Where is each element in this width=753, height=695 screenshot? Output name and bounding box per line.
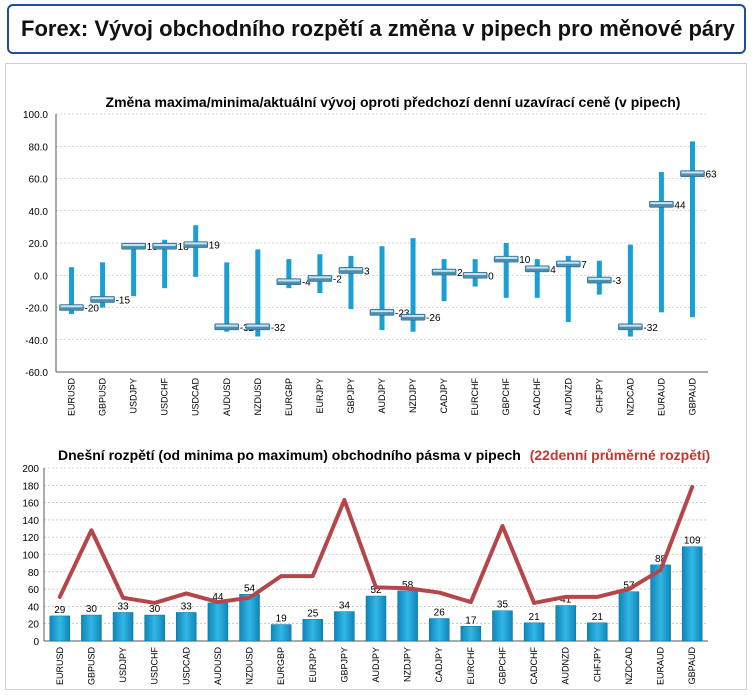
chart1-value-label: -4 bbox=[302, 278, 311, 289]
chart1-current-marker-highlight bbox=[402, 314, 425, 317]
chart1-category-label: EURUSD bbox=[67, 378, 77, 417]
chart1-range-bar bbox=[317, 254, 323, 293]
chart1-title: Změna maxima/minima/aktuální vývoj oprot… bbox=[106, 94, 681, 110]
chart1-current-marker-highlight bbox=[277, 279, 300, 282]
chart1-range-bar bbox=[689, 141, 695, 318]
chart1-category-label: NZDUSD bbox=[253, 378, 263, 416]
chart1-range-bar bbox=[224, 262, 230, 332]
chart1-category-label: USDJPY bbox=[129, 378, 139, 414]
chart1-y-tick: 80.0 bbox=[29, 142, 49, 153]
chart1-category-label: USDCHF bbox=[160, 377, 170, 415]
chart1-range-bar bbox=[286, 259, 292, 289]
chart1-value-label: 4 bbox=[550, 265, 556, 276]
chart1-current-marker-highlight bbox=[60, 305, 83, 308]
chart1-category-label: GBPUSD bbox=[98, 378, 108, 417]
chart1-range-bar bbox=[255, 249, 261, 337]
chart1-category-label: AUDNZD bbox=[563, 378, 573, 416]
chart1-range-bar bbox=[131, 246, 137, 297]
chart1-y-tick: 20.0 bbox=[29, 239, 49, 250]
chart1-current-marker-highlight bbox=[153, 244, 176, 247]
chart1-y-tick: 60.0 bbox=[29, 175, 49, 186]
chart1-current-marker-highlight bbox=[681, 171, 704, 174]
chart1-category-label: USDCAD bbox=[191, 378, 201, 417]
chart1-value-label: 44 bbox=[674, 200, 686, 211]
chart1-current-marker-highlight bbox=[619, 324, 642, 327]
chart1-value-label: 18 bbox=[178, 242, 190, 253]
chart1-range-bar bbox=[503, 243, 509, 298]
chart1-value-label: -32 bbox=[271, 323, 286, 334]
chart1-category-label: CHFJPY bbox=[594, 378, 604, 413]
chart1-value-label: 63 bbox=[705, 170, 717, 181]
chart1-current-marker-highlight bbox=[464, 273, 487, 276]
chart1-category-label: GBPCHF bbox=[501, 378, 511, 416]
chart1-value-label: -2 bbox=[333, 274, 342, 285]
chart1-range-bar bbox=[441, 259, 447, 302]
chart1-category-label: GBPJPY bbox=[346, 378, 356, 414]
page-title: Forex: Vývoj obchodního rozpětí a změna … bbox=[21, 16, 735, 41]
chart1-value-label: 0 bbox=[488, 271, 494, 282]
chart1-y-tick: 100.0 bbox=[23, 110, 48, 121]
chart1-category-label: EURGBP bbox=[284, 378, 294, 416]
chart1-range-bar bbox=[534, 259, 540, 298]
chart1-current-marker-highlight bbox=[122, 244, 145, 247]
chart1-value-label: -15 bbox=[116, 295, 131, 306]
chart1-range-bar bbox=[565, 255, 571, 323]
chart1-current-marker-highlight bbox=[91, 297, 114, 300]
chart1-category-label: EURCHF bbox=[470, 377, 480, 415]
chart1-range-bar bbox=[627, 244, 633, 337]
chart1-current-marker-highlight bbox=[433, 269, 456, 272]
chart1-range-bar bbox=[100, 262, 106, 308]
chart1-value-label: -32 bbox=[643, 323, 658, 334]
chart1-category-label: GBPAUD bbox=[687, 378, 697, 416]
chart1-range-bar bbox=[193, 225, 199, 277]
chart1-category-label: AUDUSD bbox=[222, 378, 232, 417]
chart1-y-tick: 40.0 bbox=[29, 207, 49, 218]
chart1-current-marker-highlight bbox=[246, 324, 269, 327]
chart1-y-tick: 0.0 bbox=[34, 271, 48, 282]
chart1-current-marker-highlight bbox=[526, 266, 549, 269]
chart1-current-marker-highlight bbox=[215, 324, 238, 327]
chart1-value-label: 10 bbox=[519, 255, 531, 266]
chart1-current-marker-highlight bbox=[184, 242, 207, 245]
chart1-range-bar bbox=[162, 239, 168, 289]
chart1-category-label: EURAUD bbox=[656, 378, 666, 417]
chart1-value-label: 7 bbox=[581, 260, 587, 271]
chart1-value-label: 19 bbox=[209, 241, 221, 252]
chart1-current-marker-highlight bbox=[339, 268, 362, 271]
chart1-range-bar bbox=[69, 267, 75, 314]
chart1-range-bar bbox=[348, 255, 354, 310]
chart1-current-marker-highlight bbox=[557, 261, 580, 264]
chart1-category-label: EURJPY bbox=[315, 378, 325, 414]
chart1-category-label: NZDCAD bbox=[625, 378, 635, 416]
chart1-y-tick: -60.0 bbox=[25, 368, 48, 379]
chart1-current-marker-highlight bbox=[588, 277, 611, 280]
chart1-category-label: NZDJPY bbox=[408, 378, 418, 413]
chart1-current-marker-highlight bbox=[308, 276, 331, 279]
chart1-value-label: -26 bbox=[426, 313, 441, 324]
chart1-category-label: CADCHF bbox=[532, 377, 542, 415]
chart1-range-bar bbox=[410, 238, 416, 332]
chart1-range-bar bbox=[658, 172, 664, 313]
chart1-current-marker-highlight bbox=[371, 310, 393, 313]
chart1-category-label: AUDJPY bbox=[377, 378, 387, 414]
header-banner: Forex: Vývoj obchodního rozpětí a změna … bbox=[7, 4, 746, 54]
chart1-value-label: 3 bbox=[364, 266, 370, 277]
chart1-current-marker-highlight bbox=[650, 202, 673, 205]
chart1-value-label: 2 bbox=[457, 268, 463, 279]
chart1-current-marker-highlight bbox=[495, 256, 518, 259]
chart1-value-label: -3 bbox=[612, 276, 621, 287]
chart1-range-bar bbox=[379, 246, 385, 331]
chart1-value-label: -20 bbox=[85, 304, 100, 315]
chart1-y-tick: -40.0 bbox=[25, 336, 48, 347]
chart1-value-label: -23 bbox=[395, 308, 410, 319]
chart1-y-tick: -20.0 bbox=[25, 304, 48, 315]
chart1-category-label: CADJPY bbox=[439, 378, 449, 414]
